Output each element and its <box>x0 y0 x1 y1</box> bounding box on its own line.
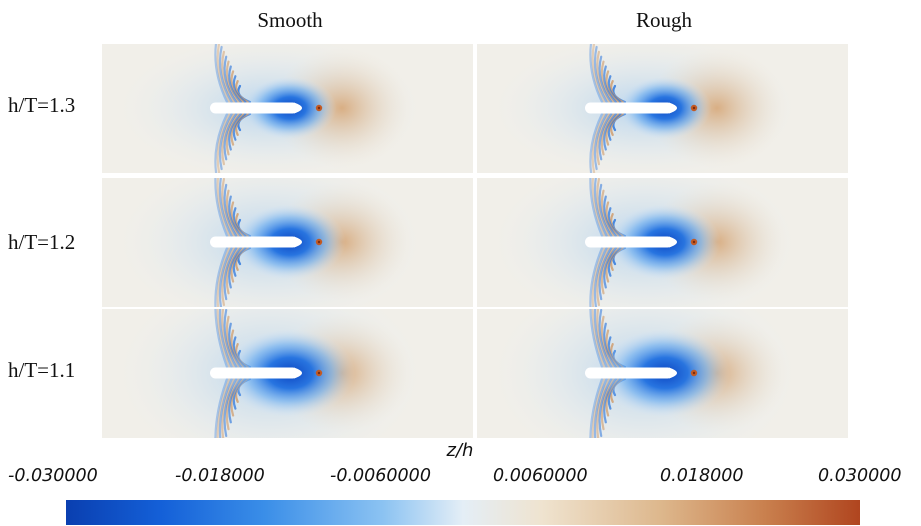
colorbar-tick-4: 0.0060000 <box>493 466 588 486</box>
column-header-rough: Rough <box>635 8 692 32</box>
colorbar-tick-1: -0.030000 <box>8 466 98 486</box>
colorbar-title: z/h <box>446 440 474 461</box>
contour-panel-smooth-h-t-1-2 <box>102 178 473 307</box>
row-label-h-t-1-2: h/T=1.2 <box>8 230 76 254</box>
colorbar-tick-6: 0.030000 <box>818 466 902 486</box>
colorbar-tick-2: -0.018000 <box>175 466 265 486</box>
contour-panel-rough-h-t-1-2 <box>477 178 848 307</box>
contour-panel-smooth-h-t-1-3 <box>102 44 473 173</box>
colorbar-tick-3: -0.0060000 <box>330 466 431 486</box>
contour-panel-rough-h-t-1-3 <box>477 44 848 173</box>
colorbar <box>66 500 860 525</box>
column-header-smooth: Smooth <box>257 8 323 32</box>
colorbar-tick-5: 0.018000 <box>660 466 744 486</box>
contour-panel-rough-h-t-1-1 <box>477 309 848 438</box>
row-label-h-t-1-1: h/T=1.1 <box>8 358 76 382</box>
row-label-h-t-1-3: h/T=1.3 <box>8 93 76 117</box>
contour-panel-smooth-h-t-1-1 <box>102 309 473 438</box>
